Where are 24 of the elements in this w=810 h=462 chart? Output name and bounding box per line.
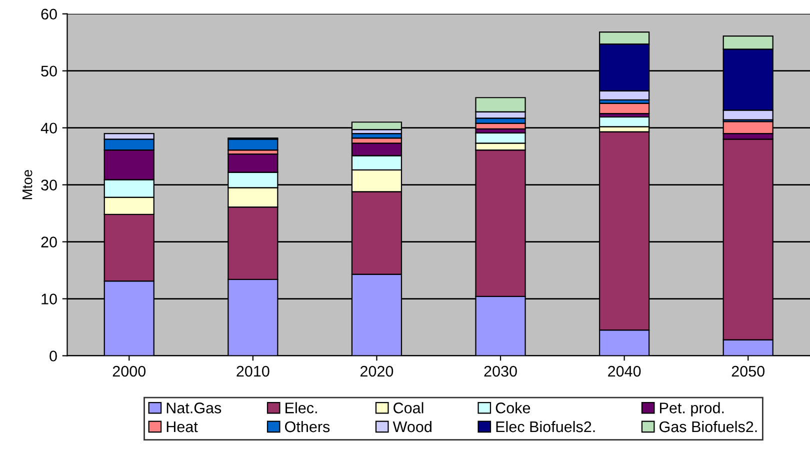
y-tick-label: 40 xyxy=(40,122,57,134)
y-tick-label: 0 xyxy=(50,350,57,362)
legend-label: Others xyxy=(285,420,330,432)
legend-label: Elec. xyxy=(286,402,317,414)
x-tick-label: 2020 xyxy=(360,366,394,377)
legend-label: Heat xyxy=(166,422,198,432)
y-tick-label: 50 xyxy=(41,66,57,77)
x-tick-label: 2000 xyxy=(112,366,146,377)
legend-label: Pet. prod. xyxy=(660,402,724,416)
y-axis-title: Mtoe xyxy=(22,170,32,200)
legend-label: Gas Biofuels2. xyxy=(660,420,757,432)
legend-label: Coke xyxy=(496,402,530,414)
legend-label: Nat.Gas xyxy=(166,402,222,414)
legend-label: Elec Biofuels2. xyxy=(496,420,595,432)
x-tick-label: 2010 xyxy=(236,366,270,377)
y-tick-label: 30 xyxy=(41,180,57,190)
y-tick-label: 10 xyxy=(42,294,57,304)
y-tick-label: 20 xyxy=(41,236,57,248)
legend-label: Coal xyxy=(394,402,424,414)
x-tick-label: 2030 xyxy=(484,366,517,377)
legend-label: Wood xyxy=(392,420,432,432)
x-tick-label: 2040 xyxy=(608,366,641,377)
y-tick-label: 60 xyxy=(41,8,57,20)
x-tick-label: 2050 xyxy=(732,366,764,377)
